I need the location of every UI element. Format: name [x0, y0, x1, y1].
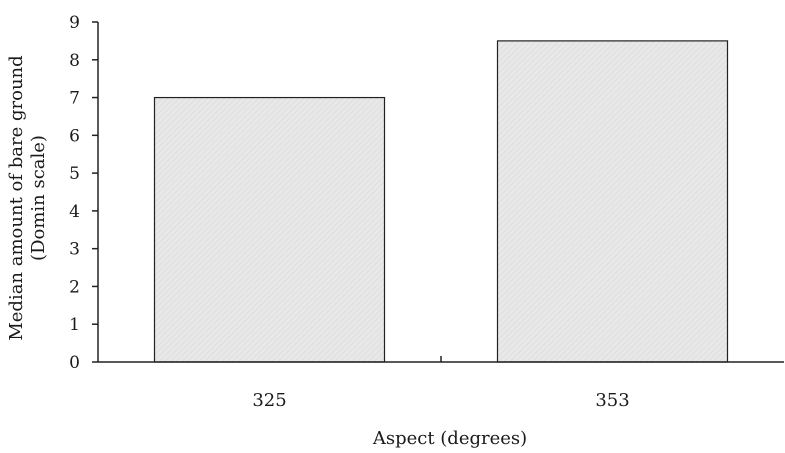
bar-353: [496, 40, 729, 363]
y-axis-title-line-2: (Domin scale): [28, 135, 49, 261]
y-axis-title: Median amount of bare ground (Domin scal…: [6, 55, 49, 340]
y-tick-label-7: 7: [69, 89, 80, 109]
y-axis-title-line-1: Median amount of bare ground: [6, 55, 27, 340]
x-tick-label-325: 325: [252, 390, 286, 411]
bar-325: [153, 96, 386, 363]
y-tick-label-6: 6: [69, 126, 80, 146]
y-axis-ticks: 0 1 2 3 4 5 6 7 8 9: [69, 13, 98, 373]
y-tick-label-2: 2: [69, 277, 80, 297]
x-axis-tick-labels: 325 353: [252, 390, 629, 411]
y-tick-label-0: 0: [69, 353, 80, 373]
y-tick-label-3: 3: [69, 240, 80, 260]
y-tick-label-5: 5: [69, 164, 80, 184]
y-tick-label-4: 4: [69, 202, 80, 222]
y-tick-label-9: 9: [69, 13, 80, 33]
y-tick-label-1: 1: [69, 315, 80, 335]
y-tick-label-8: 8: [69, 51, 80, 71]
bars: [153, 40, 729, 363]
x-axis-title: Aspect (degrees): [372, 428, 527, 449]
x-tick-label-353: 353: [595, 390, 629, 411]
